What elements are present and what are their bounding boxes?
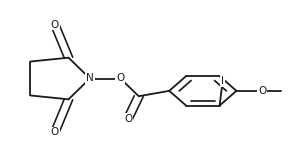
Text: O: O — [51, 127, 59, 138]
Text: O: O — [51, 19, 59, 30]
Text: O: O — [116, 73, 124, 84]
Text: O: O — [124, 114, 132, 124]
Text: O: O — [258, 86, 266, 96]
Text: N: N — [86, 73, 94, 84]
Text: I: I — [221, 76, 224, 86]
